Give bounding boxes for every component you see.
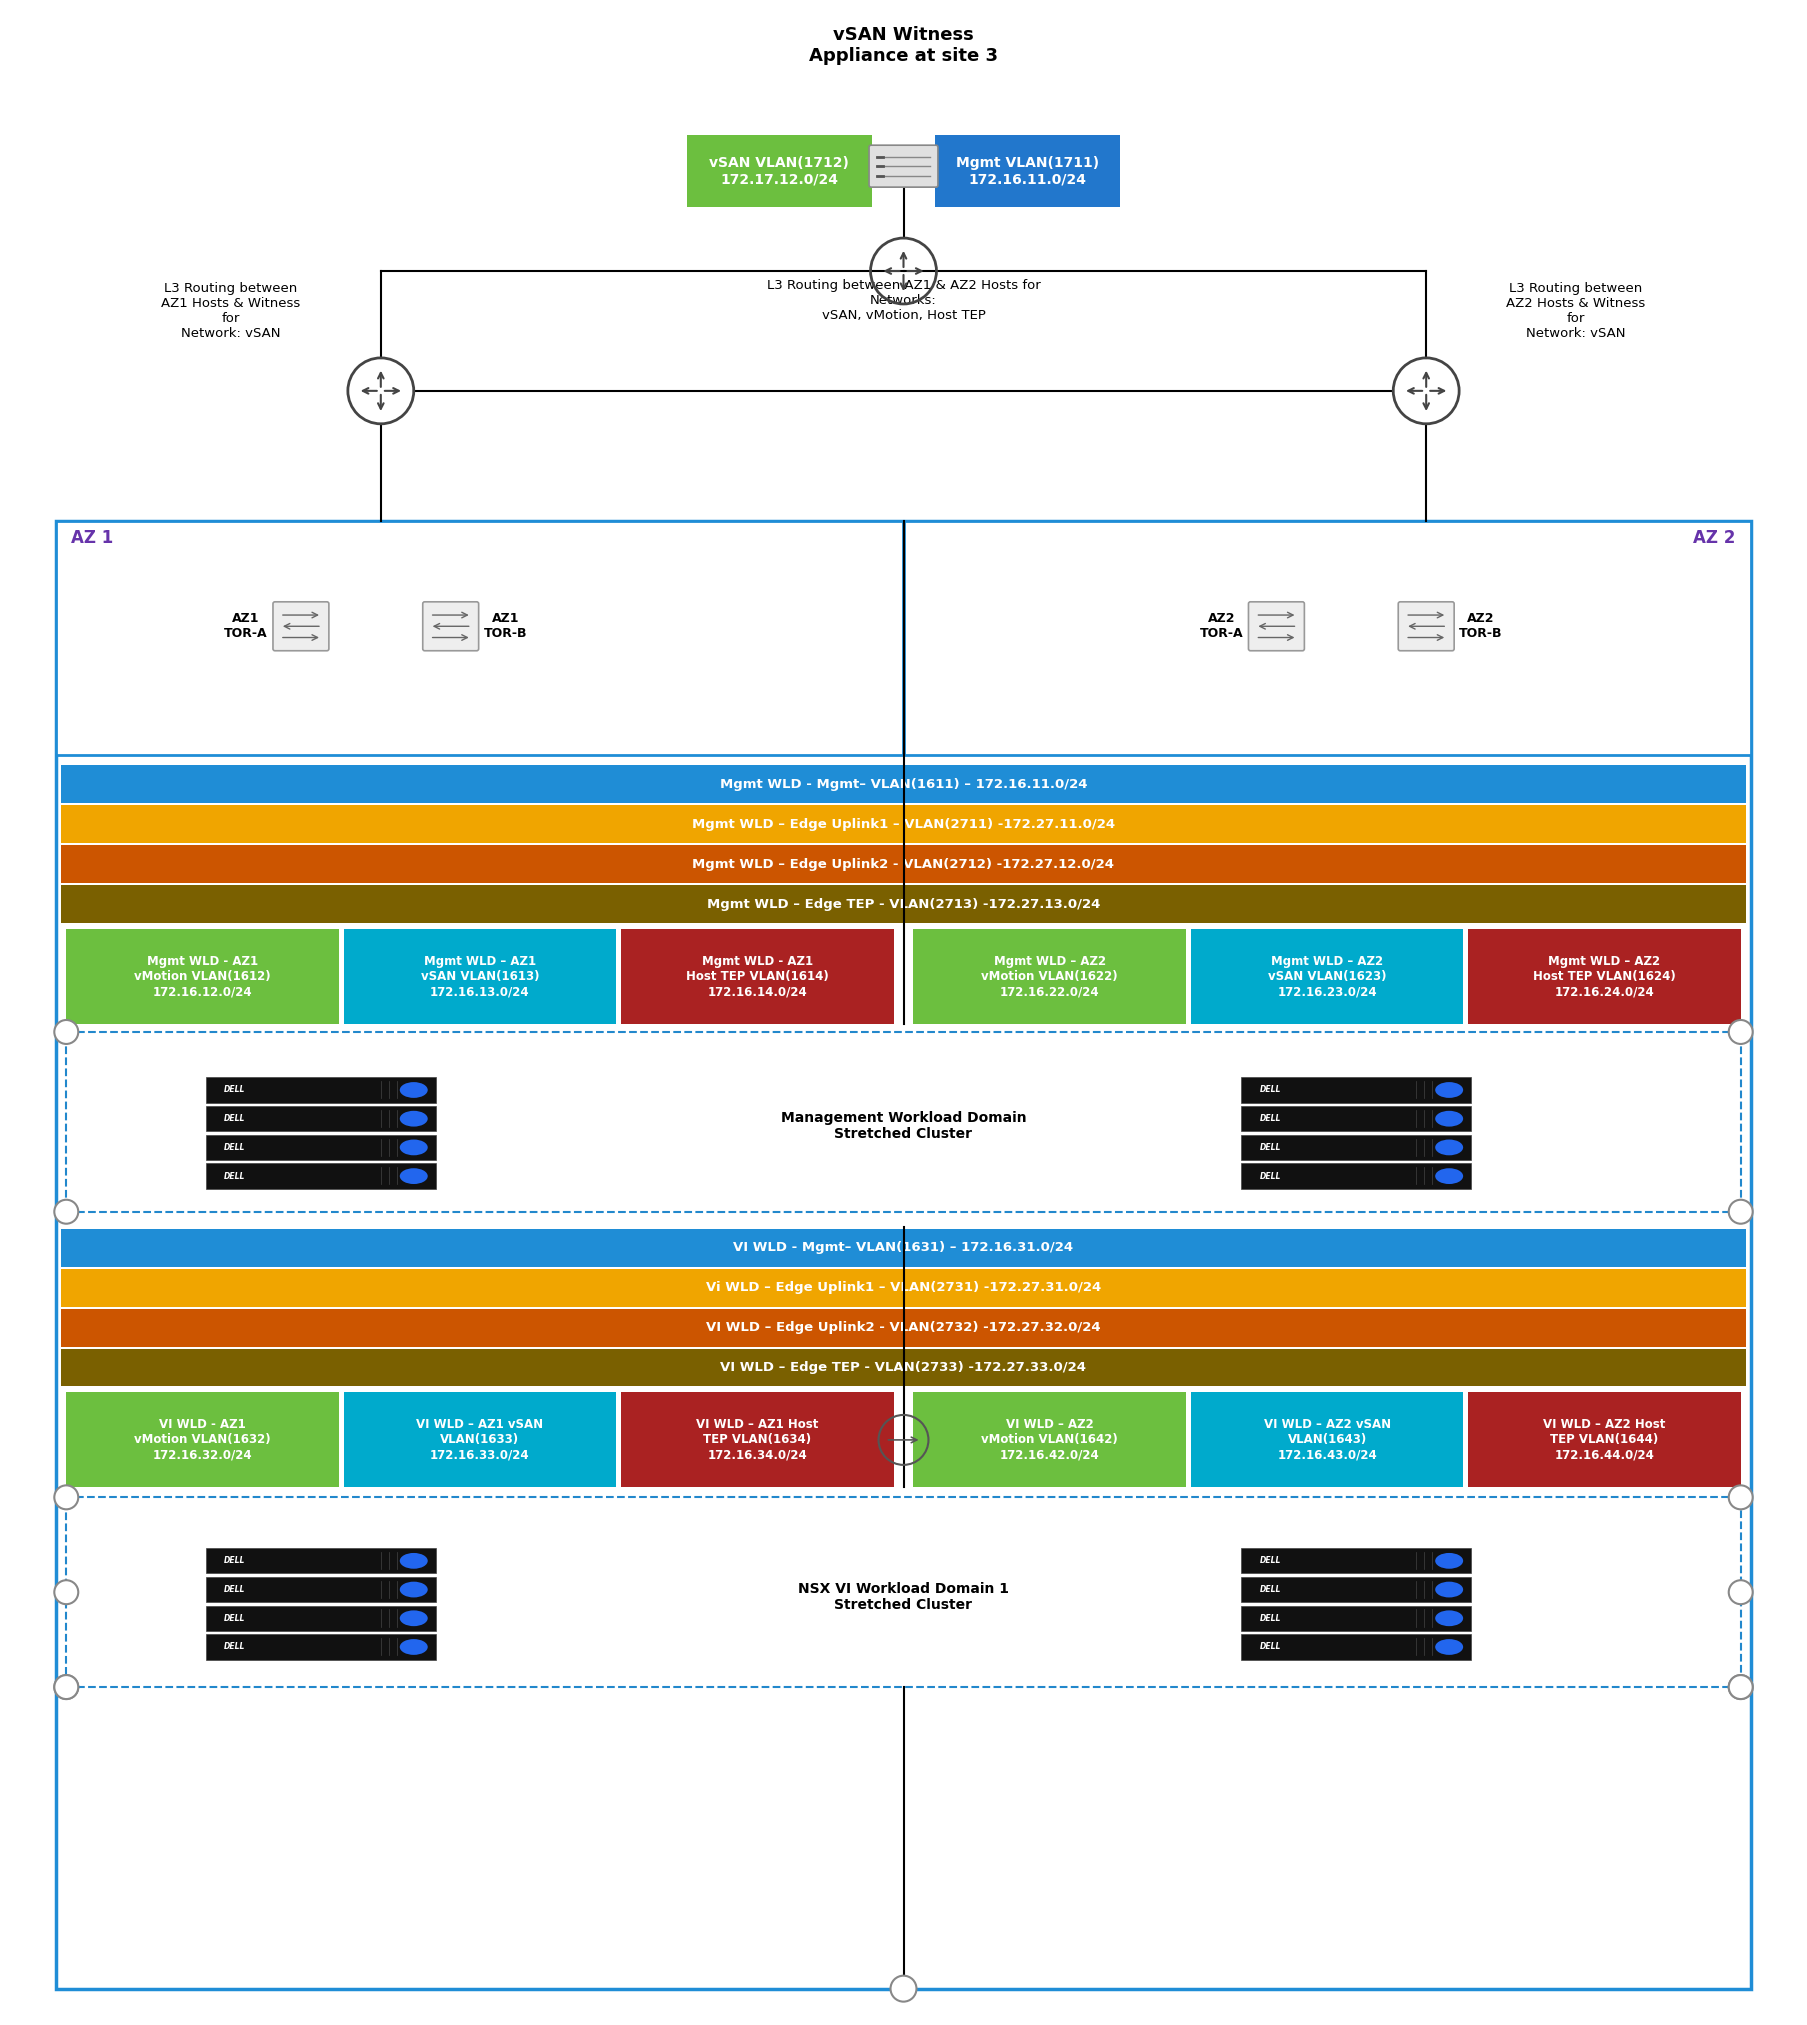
Bar (904, 520, 1751, 755)
Ellipse shape (1435, 1582, 1464, 1598)
Bar (343, 929, 616, 1025)
Circle shape (54, 1486, 78, 1509)
Ellipse shape (1435, 1638, 1464, 1654)
Bar (61, 765, 1746, 804)
Text: VI WLD – AZ2 vSAN
VLAN(1643)
172.16.43.0/24: VI WLD – AZ2 vSAN VLAN(1643) 172.16.43.0… (1263, 1418, 1391, 1462)
Bar (61, 806, 1746, 842)
Text: Mgmt WLD – AZ2
vSAN VLAN(1623)
172.16.23.0/24: Mgmt WLD – AZ2 vSAN VLAN(1623) 172.16.23… (1269, 956, 1386, 998)
Text: DELL: DELL (224, 1586, 246, 1594)
Text: AZ 1: AZ 1 (70, 529, 114, 547)
Text: Mgmt WLD – AZ2
Host TEP VLAN(1624)
172.16.24.0/24: Mgmt WLD – AZ2 Host TEP VLAN(1624) 172.1… (1532, 956, 1675, 998)
FancyBboxPatch shape (1249, 601, 1305, 650)
Text: DELL: DELL (1259, 1642, 1281, 1652)
Bar (67, 1033, 1740, 1211)
Bar (1241, 1106, 1471, 1132)
Bar (1241, 1077, 1471, 1104)
Text: Mgmt WLD - AZ1
Host TEP VLAN(1614)
172.16.14.0/24: Mgmt WLD - AZ1 Host TEP VLAN(1614) 172.1… (687, 956, 829, 998)
Text: L3 Routing between AZ1 & AZ2 Hosts for
Networks:
vSAN, vMotion, Host TEP: L3 Routing between AZ1 & AZ2 Hosts for N… (766, 279, 1041, 322)
Text: VI WLD – Edge Uplink2 - VLAN(2732) -172.27.32.0/24: VI WLD – Edge Uplink2 - VLAN(2732) -172.… (707, 1320, 1100, 1334)
Text: Mgmt VLAN(1711)
172.16.11.0/24: Mgmt VLAN(1711) 172.16.11.0/24 (956, 156, 1099, 186)
Bar (206, 1106, 435, 1132)
Bar (61, 1349, 1746, 1387)
Bar (1469, 929, 1740, 1025)
Bar (67, 929, 338, 1025)
Text: DELL: DELL (1259, 1085, 1281, 1094)
Text: VI WLD - Mgmt– VLAN(1631) – 172.16.31.0/24: VI WLD - Mgmt– VLAN(1631) – 172.16.31.0/… (734, 1241, 1073, 1253)
Bar (67, 1393, 338, 1486)
Text: AZ2
TOR-A: AZ2 TOR-A (1200, 612, 1243, 640)
Text: DELL: DELL (1259, 1172, 1281, 1181)
Circle shape (54, 1675, 78, 1699)
Bar (1191, 1393, 1464, 1486)
Text: Mgmt WLD – Edge Uplink2 - VLAN(2712) -172.27.12.0/24: Mgmt WLD – Edge Uplink2 - VLAN(2712) -17… (692, 859, 1115, 871)
Text: VI WLD – AZ2 Host
TEP VLAN(1644)
172.16.44.0/24: VI WLD – AZ2 Host TEP VLAN(1644) 172.16.… (1543, 1418, 1666, 1462)
Ellipse shape (1435, 1553, 1464, 1569)
Bar (56, 520, 1751, 1989)
Bar (206, 1634, 435, 1660)
Bar (1241, 1577, 1471, 1602)
Circle shape (1729, 1675, 1753, 1699)
Text: DELL: DELL (1259, 1142, 1281, 1152)
Text: Mgmt WLD – Edge TEP - VLAN(2713) -172.27.13.0/24: Mgmt WLD – Edge TEP - VLAN(2713) -172.27… (707, 897, 1100, 911)
Text: DELL: DELL (224, 1614, 246, 1622)
Bar (206, 1549, 435, 1573)
Text: AZ1
TOR-B: AZ1 TOR-B (484, 612, 528, 640)
Bar (1241, 1549, 1471, 1573)
Text: DELL: DELL (1259, 1614, 1281, 1622)
FancyBboxPatch shape (273, 601, 329, 650)
Bar (61, 844, 1746, 883)
Text: DELL: DELL (1259, 1114, 1281, 1124)
Text: Mgmt WLD - AZ1
vMotion VLAN(1612)
172.16.12.0/24: Mgmt WLD - AZ1 vMotion VLAN(1612) 172.16… (134, 956, 271, 998)
Text: VI WLD – AZ2
vMotion VLAN(1642)
172.16.42.0/24: VI WLD – AZ2 vMotion VLAN(1642) 172.16.4… (981, 1418, 1119, 1462)
Ellipse shape (399, 1140, 428, 1156)
Bar (56, 520, 904, 755)
Bar (1191, 929, 1464, 1025)
Text: Mgmt WLD - Mgmt– VLAN(1611) – 172.16.11.0/24: Mgmt WLD - Mgmt– VLAN(1611) – 172.16.11.… (719, 778, 1088, 792)
Text: VI WLD - AZ1
vMotion VLAN(1632)
172.16.32.0/24: VI WLD - AZ1 vMotion VLAN(1632) 172.16.3… (134, 1418, 271, 1462)
FancyBboxPatch shape (1399, 601, 1455, 650)
Text: Mgmt WLD – Edge Uplink1 – VLAN(2711) -172.27.11.0/24: Mgmt WLD – Edge Uplink1 – VLAN(2711) -17… (692, 818, 1115, 830)
Circle shape (54, 1021, 78, 1045)
Bar (1241, 1606, 1471, 1630)
Ellipse shape (399, 1168, 428, 1185)
Text: Mgmt WLD – AZ1
vSAN VLAN(1613)
172.16.13.0/24: Mgmt WLD – AZ1 vSAN VLAN(1613) 172.16.13… (421, 956, 538, 998)
Text: AZ2
TOR-B: AZ2 TOR-B (1460, 612, 1503, 640)
Text: DELL: DELL (224, 1172, 246, 1181)
Circle shape (1729, 1675, 1753, 1699)
Ellipse shape (1435, 1140, 1464, 1156)
Text: L3 Routing between
AZ2 Hosts & Witness
for
Network: vSAN: L3 Routing between AZ2 Hosts & Witness f… (1507, 281, 1646, 340)
Circle shape (891, 1976, 916, 2001)
Ellipse shape (1435, 1112, 1464, 1126)
Circle shape (1729, 1580, 1753, 1604)
Bar (206, 1577, 435, 1602)
Ellipse shape (399, 1112, 428, 1126)
Bar (914, 1393, 1185, 1486)
Bar (61, 1268, 1746, 1306)
Circle shape (54, 1199, 78, 1223)
Bar (622, 1393, 893, 1486)
Text: DELL: DELL (224, 1557, 246, 1565)
Bar (1241, 1164, 1471, 1189)
Circle shape (1729, 1199, 1753, 1223)
Ellipse shape (399, 1610, 428, 1626)
Bar (61, 885, 1746, 923)
Bar (61, 1308, 1746, 1347)
Text: Vi WLD – Edge Uplink1 – VLAN(2731) -172.27.31.0/24: Vi WLD – Edge Uplink1 – VLAN(2731) -172.… (707, 1282, 1100, 1294)
Bar (343, 1393, 616, 1486)
FancyBboxPatch shape (869, 146, 938, 186)
Ellipse shape (1435, 1610, 1464, 1626)
Bar (206, 1164, 435, 1189)
FancyBboxPatch shape (423, 601, 479, 650)
Circle shape (1729, 1486, 1753, 1509)
Bar (1241, 1634, 1471, 1660)
Ellipse shape (399, 1081, 428, 1098)
Ellipse shape (399, 1638, 428, 1654)
Ellipse shape (1435, 1168, 1464, 1185)
Bar (206, 1134, 435, 1160)
Circle shape (54, 1675, 78, 1699)
Text: VI WLD – AZ1 vSAN
VLAN(1633)
172.16.33.0/24: VI WLD – AZ1 vSAN VLAN(1633) 172.16.33.0… (416, 1418, 544, 1462)
Text: AZ1
TOR-A: AZ1 TOR-A (224, 612, 267, 640)
Text: VI WLD – Edge TEP - VLAN(2733) -172.27.33.0/24: VI WLD – Edge TEP - VLAN(2733) -172.27.3… (721, 1361, 1086, 1375)
Text: vSAN VLAN(1712)
172.17.12.0/24: vSAN VLAN(1712) 172.17.12.0/24 (710, 156, 849, 186)
Text: DELL: DELL (1259, 1557, 1281, 1565)
